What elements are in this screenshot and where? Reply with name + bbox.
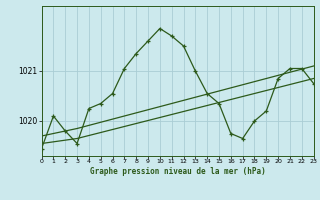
X-axis label: Graphe pression niveau de la mer (hPa): Graphe pression niveau de la mer (hPa) xyxy=(90,167,266,176)
